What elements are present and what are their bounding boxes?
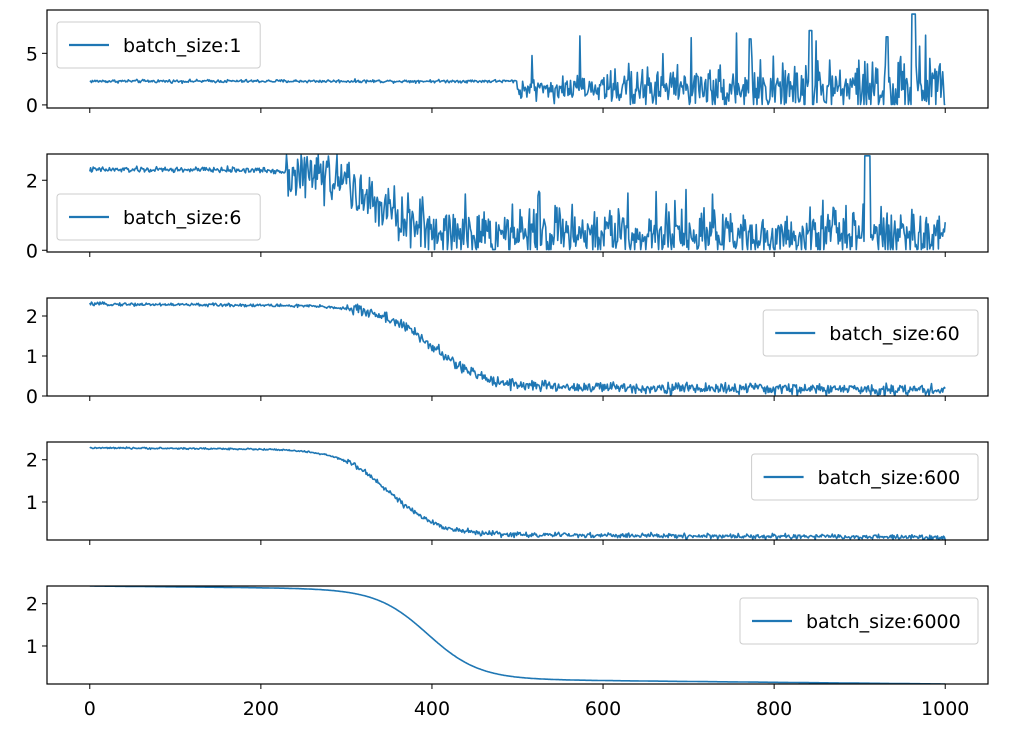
y-tick-label: 1	[26, 636, 38, 658]
legend-box	[751, 453, 979, 501]
subplot-2: 0 2 batch_size:6	[26, 153, 989, 262]
y-tick-label: 1	[26, 346, 38, 368]
subplot-5: 1 2 0 200 400 600 800 1000 batch_size:6000	[26, 585, 989, 720]
legend-label: batch_size:600	[818, 467, 961, 489]
axes-frame	[46, 297, 989, 397]
legend-box	[56, 21, 261, 69]
x-tick-label: 400	[414, 698, 450, 720]
subplot-4: 1 2 batch_size:600	[26, 441, 989, 545]
legend: batch_size:600	[751, 453, 979, 501]
x-tick-label: 600	[585, 698, 621, 720]
y-tick-label: 2	[26, 170, 38, 192]
x-tick-label: 0	[84, 698, 96, 720]
legend: batch_size:6	[56, 193, 261, 241]
legend-label: batch_size:60	[829, 323, 960, 345]
series-line-4	[89, 446, 946, 540]
y-tick-label: 2	[26, 450, 38, 472]
axes-frame	[46, 585, 989, 685]
x-tick-label: 1000	[921, 698, 969, 720]
series-line-5	[89, 586, 946, 684]
legend-label: batch_size:6000	[806, 611, 961, 633]
legend: batch_size:1	[56, 21, 261, 69]
legend-box	[762, 309, 979, 357]
y-tick-label: 5	[26, 43, 38, 65]
series-line-1	[89, 13, 946, 106]
axes-frame	[46, 9, 989, 109]
x-tick-label: 800	[756, 698, 792, 720]
y-tick-label: 2	[26, 594, 38, 616]
legend-box	[739, 597, 979, 645]
axes-frame	[46, 153, 989, 253]
legend-label: batch_size:1	[123, 35, 241, 57]
y-tick-label: 0	[26, 95, 38, 117]
y-tick-label: 0	[26, 240, 38, 262]
legend: batch_size:6000	[739, 597, 979, 645]
subplot-1: 0 5 batch_size:1	[26, 9, 989, 117]
y-tick-label: 2	[26, 306, 38, 328]
axes-frame	[46, 441, 989, 541]
series-line-3	[89, 301, 946, 396]
y-tick-label: 1	[26, 492, 38, 514]
series-line-2	[89, 154, 946, 251]
legend-box	[56, 193, 261, 241]
legend-label: batch_size:6	[123, 207, 241, 229]
x-tick-label: 200	[243, 698, 279, 720]
legend: batch_size:60	[762, 309, 979, 357]
y-tick-label: 0	[26, 386, 38, 408]
subplot-3: 0 1 2 batch_size:60	[26, 297, 989, 408]
